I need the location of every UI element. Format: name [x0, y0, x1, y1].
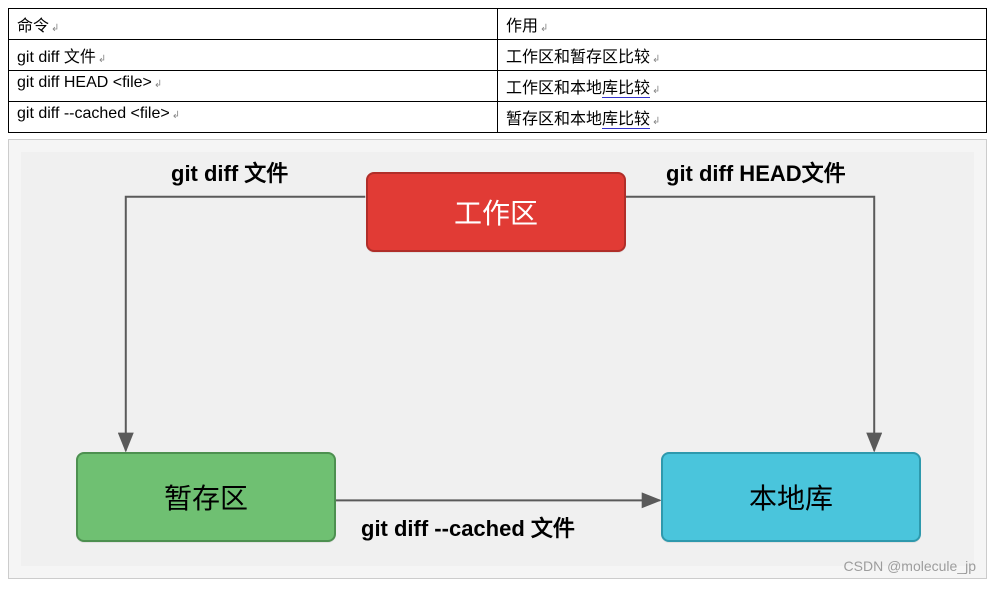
command-table: 命令↲ 作用↲ git diff 文件↲ 工作区和暂存区比较↲ git diff… — [8, 8, 987, 133]
th-command: 命令↲ — [9, 9, 498, 40]
table-row: git diff 文件↲ 工作区和暂存区比较↲ — [9, 40, 987, 71]
cell-cmd-3: git diff --cached <file>↲ — [9, 102, 498, 133]
node-label: 工作区 — [454, 192, 538, 232]
node-staging-area: 暂存区 — [76, 452, 336, 542]
edge-work-to-local — [625, 197, 874, 451]
watermark: CSDN @molecule_jp — [844, 558, 976, 574]
cell-desc-1: 工作区和暂存区比较↲ — [498, 40, 987, 71]
table-row: git diff --cached <file>↲ 暂存区和本地库比较↲ — [9, 102, 987, 133]
diagram-container: 工作区 暂存区 本地库 git diff 文件 git diff HEAD文件 … — [8, 139, 987, 579]
cell-cmd-2: git diff HEAD <file>↲ — [9, 71, 498, 102]
git-diff-table: 命令↲ 作用↲ git diff 文件↲ 工作区和暂存区比较↲ git diff… — [8, 8, 987, 133]
table-header-row: 命令↲ 作用↲ — [9, 9, 987, 40]
node-local-repo: 本地库 — [661, 452, 921, 542]
node-label: 暂存区 — [164, 477, 248, 517]
cell-cmd-1: git diff 文件↲ — [9, 40, 498, 71]
edge-label-diff-file: git diff 文件 — [171, 156, 288, 188]
node-label: 本地库 — [749, 477, 833, 517]
cell-desc-2: 工作区和本地库比较↲ — [498, 71, 987, 102]
edge-label-diff-cached: git diff --cached 文件 — [361, 511, 575, 543]
table-row: git diff HEAD <file>↲ 工作区和本地库比较↲ — [9, 71, 987, 102]
node-working-area: 工作区 — [366, 172, 626, 252]
edge-label-diff-head: git diff HEAD文件 — [666, 156, 846, 188]
cell-desc-3: 暂存区和本地库比较↲ — [498, 102, 987, 133]
diagram-canvas: 工作区 暂存区 本地库 git diff 文件 git diff HEAD文件 … — [21, 152, 974, 566]
th-effect: 作用↲ — [498, 9, 987, 40]
edge-work-to-stage — [126, 197, 365, 451]
